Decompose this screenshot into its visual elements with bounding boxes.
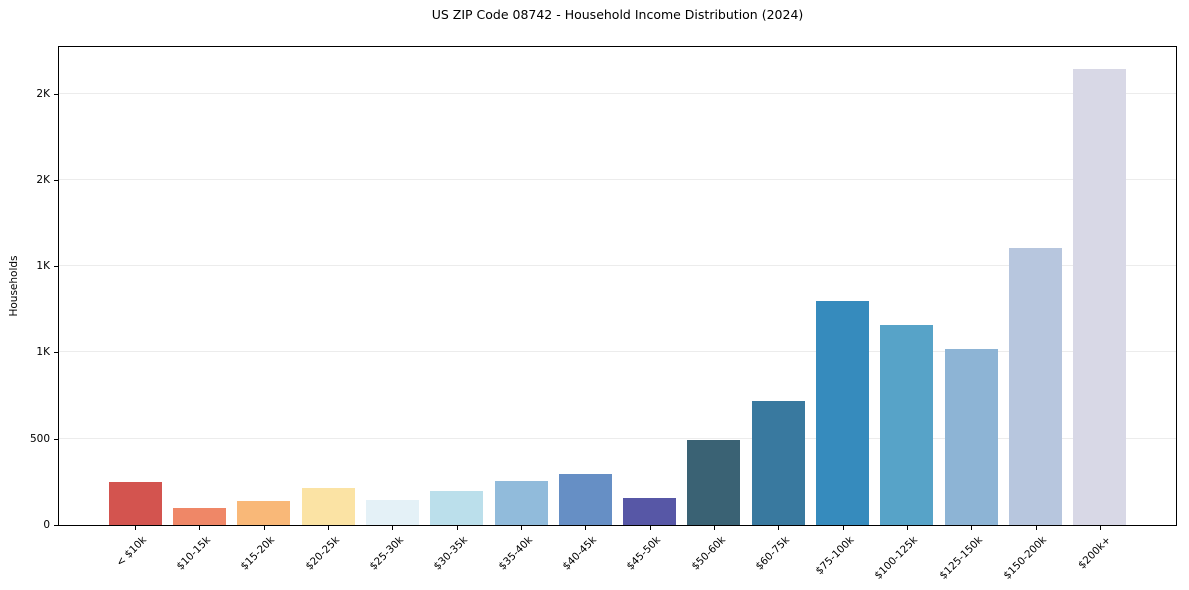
x-tick-label: $35-40k bbox=[496, 534, 535, 573]
x-tick-mark bbox=[521, 526, 523, 530]
gridline bbox=[59, 178, 1176, 180]
x-tick-mark bbox=[778, 526, 780, 530]
y-tick-label: 1K bbox=[36, 260, 50, 273]
x-tick-label: $45-50k bbox=[624, 534, 664, 573]
x-tick-label: $25-30k bbox=[367, 534, 406, 573]
bar bbox=[687, 439, 741, 525]
x-tick-mark bbox=[649, 526, 651, 530]
bar bbox=[880, 324, 934, 525]
x-tick-label: $10-15k bbox=[174, 534, 213, 573]
bar bbox=[365, 499, 419, 525]
y-tick-label: 2K bbox=[36, 173, 50, 186]
bar bbox=[944, 349, 998, 525]
y-tick-mark bbox=[54, 352, 58, 354]
y-tick-mark bbox=[54, 525, 58, 526]
x-tick-label: $125-150k bbox=[936, 534, 985, 582]
x-tick-mark bbox=[263, 526, 265, 530]
x-tick-mark bbox=[906, 526, 908, 530]
x-tick-mark bbox=[971, 526, 973, 530]
x-tick-mark bbox=[1099, 526, 1101, 530]
bar bbox=[108, 481, 162, 525]
bar bbox=[430, 490, 484, 525]
x-tick-label: $15-20k bbox=[238, 534, 278, 573]
gridline bbox=[59, 265, 1176, 267]
bar bbox=[1009, 248, 1063, 525]
bar bbox=[494, 481, 548, 525]
x-tick-mark bbox=[842, 526, 844, 530]
x-tick-mark bbox=[135, 526, 137, 530]
bar bbox=[816, 300, 870, 525]
x-tick-label: < $10k bbox=[113, 534, 149, 570]
x-tick-mark bbox=[456, 526, 458, 530]
bar bbox=[237, 500, 291, 525]
y-tick-mark bbox=[54, 438, 58, 440]
x-tick-label: $40-45k bbox=[560, 534, 599, 573]
bar bbox=[301, 487, 355, 525]
x-tick-mark bbox=[1035, 526, 1037, 530]
chart-title: US ZIP Code 08742 - Household Income Dis… bbox=[431, 7, 804, 22]
y-tick-mark bbox=[54, 179, 58, 181]
plot-area bbox=[58, 46, 1177, 526]
bar bbox=[172, 507, 226, 525]
bar bbox=[1073, 69, 1127, 525]
y-tick-label: 1K bbox=[36, 346, 50, 359]
x-tick-label: $75-100k bbox=[812, 534, 857, 578]
x-tick-label: $200k+ bbox=[1075, 534, 1114, 572]
x-tick-label: $150-200k bbox=[1001, 534, 1050, 582]
bar bbox=[623, 498, 677, 525]
y-tick-label: 2K bbox=[36, 87, 50, 100]
x-tick-mark bbox=[585, 526, 587, 530]
gridline bbox=[59, 351, 1176, 353]
x-tick-label: $100-125k bbox=[872, 534, 921, 582]
x-tick-mark bbox=[392, 526, 394, 530]
x-tick-label: $60-75k bbox=[753, 534, 792, 573]
y-tick-label: 0 bbox=[43, 519, 50, 531]
x-tick-mark bbox=[713, 526, 715, 530]
x-tick-label: $30-35k bbox=[431, 534, 471, 573]
gridline bbox=[59, 92, 1176, 94]
gridline bbox=[59, 437, 1176, 439]
x-tick-mark bbox=[328, 526, 330, 530]
x-tick-label: $20-25k bbox=[303, 534, 342, 573]
x-tick-label: $50-60k bbox=[688, 534, 728, 573]
y-tick-mark bbox=[54, 93, 58, 95]
bar bbox=[751, 400, 805, 525]
x-tick-mark bbox=[199, 526, 201, 530]
y-tick-mark bbox=[54, 266, 58, 268]
y-tick-label: 500 bbox=[29, 432, 50, 445]
bar bbox=[558, 474, 612, 525]
